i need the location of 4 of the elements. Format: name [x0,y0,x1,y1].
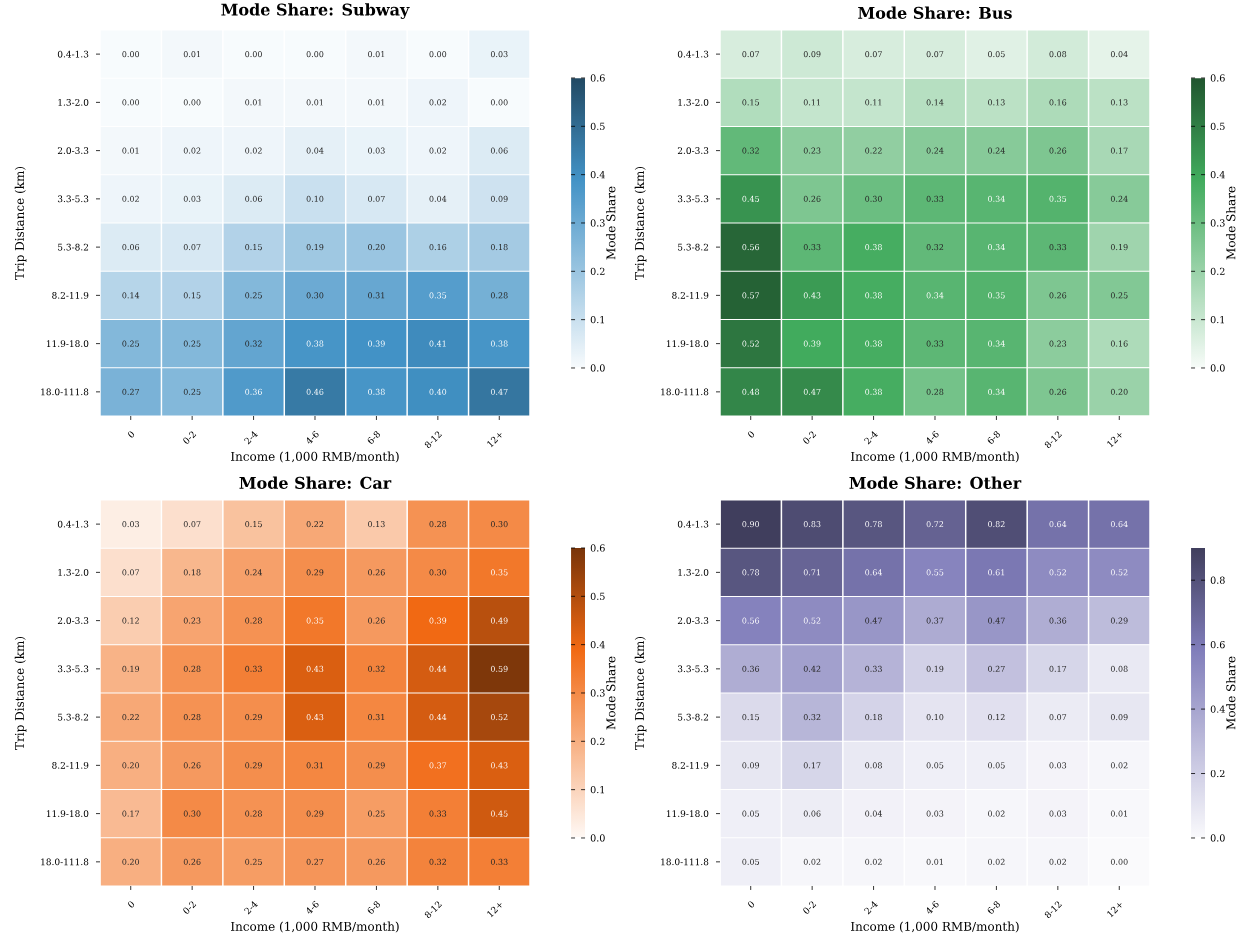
chart-title: Mode Share: Other [849,476,1022,489]
chart-title: Mode Share: Bus [858,6,1012,19]
chart-title: Mode Share: Car [239,476,392,489]
chart-title: Mode Share: Subway [221,3,410,19]
